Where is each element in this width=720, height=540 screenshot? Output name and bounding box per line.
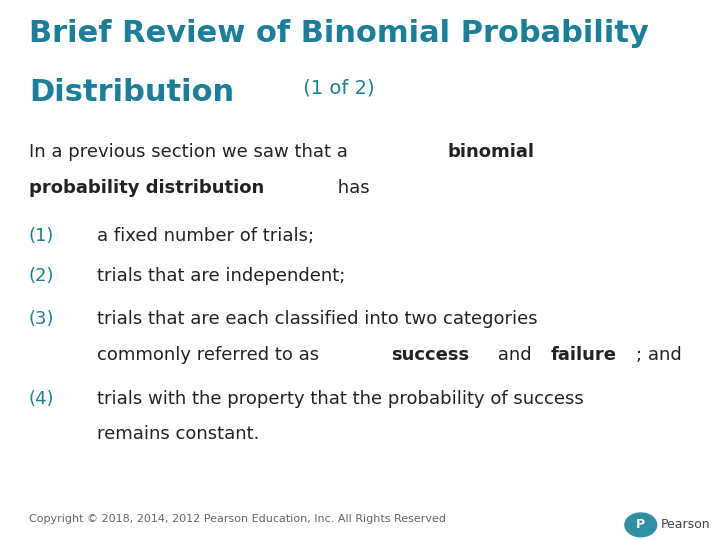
Text: remains constant.: remains constant. [97, 425, 260, 443]
Text: Pearson: Pearson [661, 518, 711, 531]
Text: Brief Review of Binomial Probability: Brief Review of Binomial Probability [29, 19, 649, 48]
Text: commonly referred to as: commonly referred to as [97, 346, 325, 363]
Text: (2): (2) [29, 267, 54, 285]
Text: and: and [492, 346, 537, 363]
Text: (1 of 2): (1 of 2) [297, 78, 374, 97]
Text: Copyright © 2018, 2014, 2012 Pearson Education, Inc. All Rights Reserved: Copyright © 2018, 2014, 2012 Pearson Edu… [29, 514, 446, 524]
Text: binomial: binomial [448, 143, 535, 161]
Text: (4): (4) [29, 390, 54, 408]
Text: probability distribution: probability distribution [29, 179, 264, 197]
Text: P: P [636, 518, 645, 531]
Circle shape [625, 513, 657, 537]
Text: In a previous section we saw that a: In a previous section we saw that a [29, 143, 354, 161]
Text: ; and: ; and [636, 346, 682, 363]
Text: has: has [333, 179, 370, 197]
Text: (3): (3) [29, 310, 54, 328]
Text: trials that are each classified into two categories: trials that are each classified into two… [97, 310, 538, 328]
Text: a fixed number of trials;: a fixed number of trials; [97, 227, 315, 245]
Text: failure: failure [551, 346, 616, 363]
Text: (1): (1) [29, 227, 54, 245]
Text: trials with the property that the probability of success: trials with the property that the probab… [97, 390, 584, 408]
Text: Distribution: Distribution [29, 78, 234, 107]
Text: success: success [391, 346, 469, 363]
Text: trials that are independent;: trials that are independent; [97, 267, 346, 285]
